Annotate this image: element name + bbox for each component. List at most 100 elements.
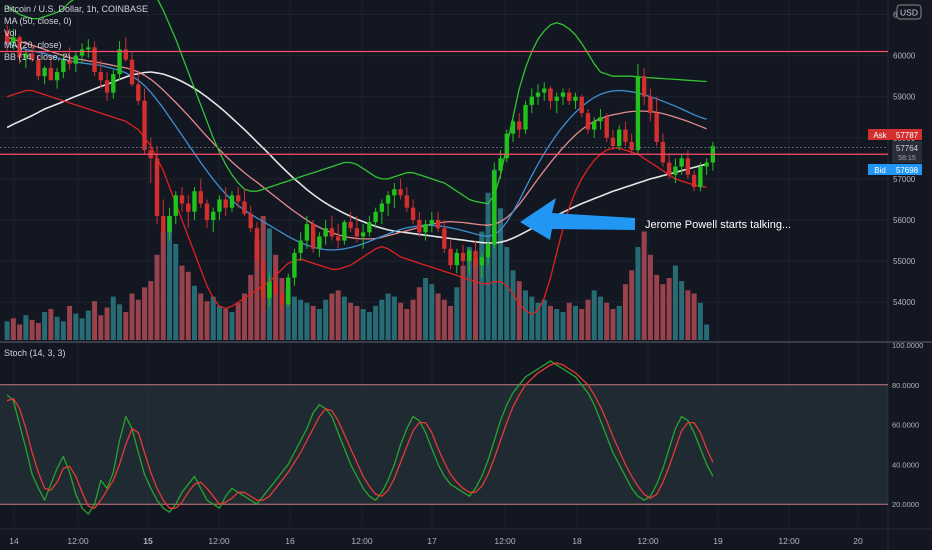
volume-bar: [554, 309, 560, 340]
volume-bar: [672, 265, 678, 340]
volume-bar: [329, 293, 335, 340]
volume-bar: [485, 192, 491, 340]
candle-body: [67, 59, 72, 64]
stoch-tick-label: 40.0000: [892, 460, 919, 469]
study-ma20[interactable]: MA (20, close): [4, 40, 62, 50]
volume-bar: [491, 169, 497, 340]
study-bb[interactable]: BB (14, close, 2): [4, 52, 71, 62]
price-tick-label: 55000: [893, 257, 916, 266]
volume-bar: [129, 293, 135, 340]
volume-bar: [454, 287, 460, 340]
volume-bar: [429, 284, 435, 340]
volume-bar: [560, 312, 566, 340]
volume-bar: [54, 316, 60, 340]
candle-body: [186, 203, 191, 212]
stoch-tick-label: 20.0000: [892, 500, 919, 509]
candle-body: [4, 30, 10, 44]
callout-arrow-icon: [520, 198, 635, 240]
candle-body: [86, 47, 91, 50]
study-vol[interactable]: Vol: [4, 28, 17, 38]
candle-body: [248, 213, 253, 229]
candle-body: [317, 236, 322, 249]
candle-body: [504, 133, 509, 159]
last-price-box: [892, 141, 922, 163]
volume-bar: [48, 309, 54, 340]
symbol-title: Bitcoin / U.S. Dollar, 1h, COINBASE: [4, 4, 148, 14]
candle-body: [179, 195, 185, 204]
volume-bar: [473, 259, 479, 340]
volume-bar: [479, 231, 485, 340]
volume-bar: [179, 265, 185, 340]
volume-bar: [248, 274, 254, 340]
price-tick-label: 57000: [893, 175, 916, 184]
annotation-text: Jerome Powell starts talking...: [645, 219, 791, 231]
candles: [4, 24, 716, 311]
ask-tag-value-box: [892, 129, 922, 140]
bid-tag-value: 57698: [896, 166, 919, 175]
volume-bar: [622, 284, 628, 340]
candle-body: [142, 100, 147, 151]
stoch-k-line: [6, 360, 714, 515]
candle-body: [348, 222, 353, 229]
volume-bar: [597, 296, 603, 340]
price-tick-label: 56000: [893, 216, 916, 225]
candle-body: [698, 166, 703, 188]
candle-body: [11, 37, 16, 44]
volume-bar: [504, 247, 510, 340]
time-tick-label: 12:00: [637, 536, 659, 546]
volume-bar: [17, 324, 23, 340]
time-tick-label: 17: [427, 536, 437, 546]
candle-body: [254, 228, 260, 262]
candle-body: [17, 37, 22, 58]
volume-bar: [117, 304, 123, 340]
stoch-axis[interactable]: 100.0000 80.0000 60.0000 40.0000 20.0000: [892, 341, 923, 509]
candle-body: [342, 222, 347, 241]
volume-bar: [29, 319, 35, 340]
candle-body: [36, 59, 41, 77]
volume-bar: [416, 287, 422, 340]
candle-body: [129, 59, 135, 85]
candle-body: [691, 174, 697, 188]
volume-bar: [691, 293, 697, 340]
volume-bar: [123, 312, 129, 340]
candle-body: [385, 195, 391, 204]
last-price-sub: 58:15: [898, 155, 916, 162]
volume-bar: [366, 312, 372, 340]
volume-bar: [629, 270, 635, 340]
volume-bar: [98, 315, 104, 340]
annotation-callout[interactable]: Jerome Powell starts talking...: [520, 198, 791, 240]
candle-body: [261, 261, 266, 299]
candle-body: [648, 96, 653, 114]
candle-body: [360, 232, 366, 237]
volume-bar: [310, 305, 316, 340]
candle-body: [623, 129, 628, 142]
time-tick-label: 12:00: [778, 536, 800, 546]
candle-body: [298, 240, 303, 253]
stoch-title[interactable]: Stoch (14, 3, 3): [4, 348, 66, 358]
chart-legend[interactable]: Bitcoin / U.S. Dollar, 1h, COINBASE MA (…: [4, 4, 148, 62]
volume-bar: [523, 290, 529, 340]
volume-bar: [167, 216, 173, 340]
volume-bar: [23, 315, 29, 340]
volume-bar: [360, 309, 366, 340]
candle-body: [604, 117, 609, 138]
study-ma50[interactable]: MA (50, close, 0): [4, 16, 72, 26]
ask-tag-label-box: [868, 129, 892, 140]
candle-body: [23, 53, 29, 58]
candle-body: [410, 207, 416, 220]
candle-body: [192, 191, 197, 212]
volume-bar: [647, 254, 653, 340]
candle-body: [579, 96, 584, 114]
volume-bar: [566, 302, 572, 340]
price-tags: Ask 57787 57764 58:15 Bid 57698: [868, 129, 922, 175]
candle-body: [167, 215, 172, 233]
currency-badge[interactable]: USD: [896, 4, 922, 20]
volume-bar: [579, 309, 585, 340]
volume-bar: [79, 318, 85, 340]
candle-body: [660, 141, 666, 163]
time-axis[interactable]: 14 12:00 15 12:00 16 12:00 17 12:00 18 12:00 19 12:…: [9, 536, 863, 546]
bb-lower-line: [6, 89, 707, 316]
volume-bar: [441, 299, 447, 340]
stoch-grid: [0, 384, 888, 505]
